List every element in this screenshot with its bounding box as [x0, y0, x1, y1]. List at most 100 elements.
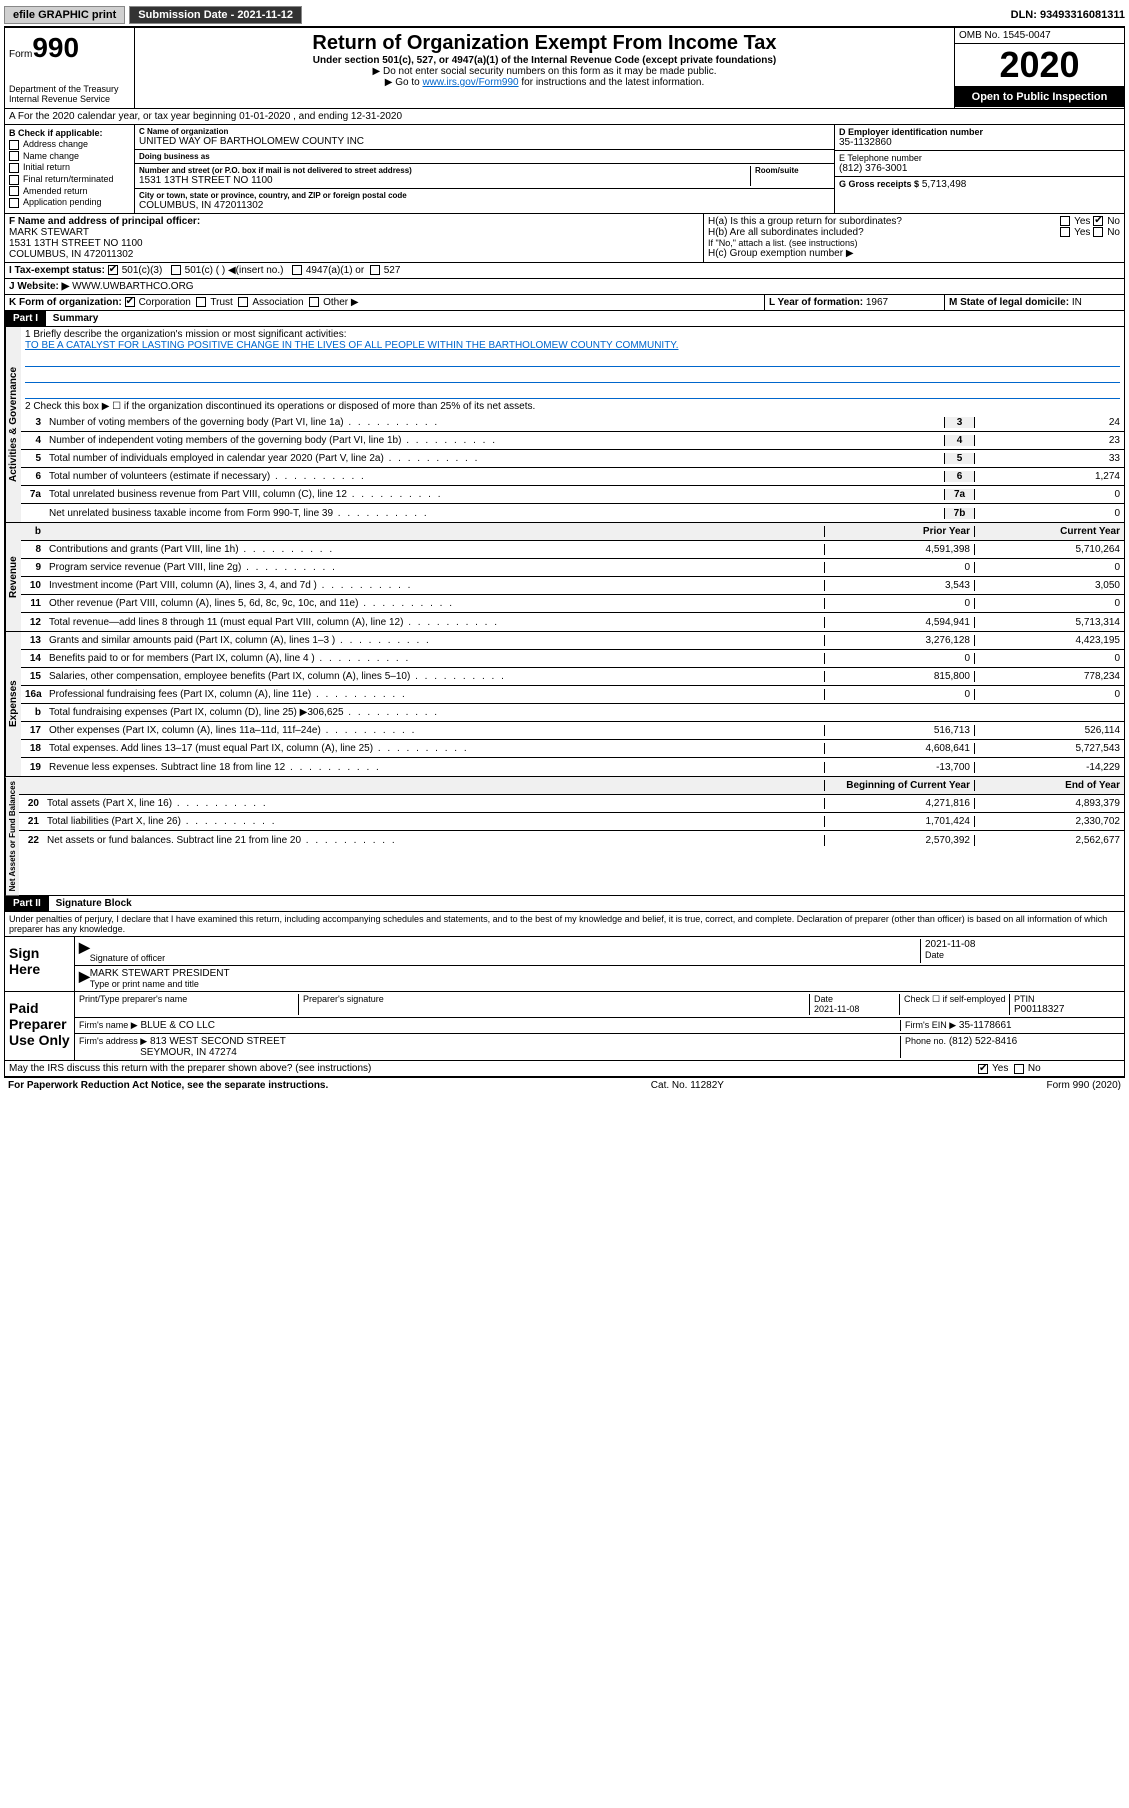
section-bcd: B Check if applicable: Address change Na… — [4, 125, 1125, 214]
checkbox-initial[interactable] — [9, 163, 19, 173]
table-row: 8Contributions and grants (Part VIII, li… — [21, 541, 1124, 559]
end-year-hdr: End of Year — [974, 780, 1124, 791]
part1-title: Summary — [49, 311, 103, 326]
type-label: Type or print name and title — [90, 979, 1120, 989]
ha-yes[interactable] — [1060, 216, 1070, 226]
checkbox-amended[interactable] — [9, 186, 19, 196]
topbar: efile GRAPHIC print Submission Date - 20… — [4, 4, 1125, 27]
year-formation: 1967 — [866, 297, 888, 308]
part2-title: Signature Block — [52, 896, 136, 911]
part2-header: Part II — [5, 896, 49, 911]
sig-officer-label: Signature of officer — [90, 953, 920, 963]
prior-year-hdr: Prior Year — [824, 526, 974, 537]
form-header: Form990 Department of the Treasury Inter… — [4, 27, 1125, 109]
table-row: 21Total liabilities (Part X, line 26)1,7… — [19, 813, 1124, 831]
table-row: 22Net assets or fund balances. Subtract … — [19, 831, 1124, 849]
cb-501c[interactable] — [171, 265, 181, 275]
dln-label: DLN: 93493316081311 — [1011, 9, 1125, 21]
checkbox-final[interactable] — [9, 175, 19, 185]
cb-trust[interactable] — [196, 297, 206, 307]
hc-label: H(c) Group exemption number ▶ — [708, 248, 1120, 259]
cb-corp[interactable] — [125, 297, 135, 307]
efile-button[interactable]: efile GRAPHIC print — [4, 6, 125, 24]
discuss-no[interactable] — [1014, 1064, 1024, 1074]
dba-label: Doing business as — [139, 152, 830, 161]
cb-501c3[interactable] — [108, 265, 118, 275]
row-j-website: J Website: ▶ WWW.UWBARTHCO.ORG — [4, 279, 1125, 295]
website-value: WWW.UWBARTHCO.ORG — [72, 281, 193, 292]
firm-name: BLUE & CO LLC — [140, 1020, 214, 1031]
revenue-section: Revenue bPrior YearCurrent Year 8Contrib… — [4, 523, 1125, 632]
col-b-checkboxes: B Check if applicable: Address change Na… — [5, 125, 135, 213]
instr-1: ▶ Do not enter social security numbers o… — [139, 66, 950, 77]
org-name-label: C Name of organization — [139, 127, 830, 136]
table-row: 3Number of voting members of the governi… — [21, 414, 1124, 432]
prep-sig-label: Preparer's signature — [299, 994, 810, 1015]
checkbox-name[interactable] — [9, 151, 19, 161]
perjury-text: Under penalties of perjury, I declare th… — [4, 912, 1125, 937]
expenses-section: Expenses 13Grants and similar amounts pa… — [4, 632, 1125, 777]
row-k-form-org: K Form of organization: Corporation Trus… — [4, 295, 1125, 311]
hb-label: H(b) Are all subordinates included? — [708, 227, 864, 238]
table-row: 7aTotal unrelated business revenue from … — [21, 486, 1124, 504]
sig-date: 2021-11-08 — [925, 939, 1120, 950]
firm-addr1: 813 WEST SECOND STREET — [150, 1036, 286, 1047]
ha-no[interactable] — [1093, 216, 1103, 226]
cb-assoc[interactable] — [238, 297, 248, 307]
sign-here-label: Sign Here — [5, 937, 75, 991]
cb-527[interactable] — [370, 265, 380, 275]
state-domicile: IN — [1072, 297, 1082, 308]
table-row: 10Investment income (Part VIII, column (… — [21, 577, 1124, 595]
ha-label: H(a) Is this a group return for subordin… — [708, 216, 902, 227]
footer-right: Form 990 (2020) — [1047, 1080, 1121, 1091]
inspection-label: Open to Public Inspection — [955, 87, 1124, 107]
table-row: 14Benefits paid to or for members (Part … — [21, 650, 1124, 668]
org-name: UNITED WAY OF BARTHOLOMEW COUNTY INC — [139, 136, 830, 147]
footer-center: Cat. No. 11282Y — [651, 1080, 724, 1091]
officer-name: MARK STEWART — [9, 227, 699, 238]
officer-addr2: COLUMBUS, IN 472011302 — [9, 249, 699, 260]
form-title: Return of Organization Exempt From Incom… — [139, 32, 950, 55]
form-subtitle: Under section 501(c), 527, or 4947(a)(1)… — [139, 55, 950, 66]
city-label: City or town, state or province, country… — [139, 191, 830, 200]
table-row: 6Total number of volunteers (estimate if… — [21, 468, 1124, 486]
governance-section: Activities & Governance 1 Briefly descri… — [4, 327, 1125, 523]
officer-printed-name: MARK STEWART PRESIDENT — [90, 968, 1120, 979]
begin-year-hdr: Beginning of Current Year — [824, 780, 974, 791]
street-value: 1531 13TH STREET NO 1100 — [139, 175, 750, 186]
discuss-yes[interactable] — [978, 1064, 988, 1074]
hb-no[interactable] — [1093, 227, 1103, 237]
irs-link[interactable]: www.irs.gov/Form990 — [422, 77, 518, 88]
table-row: 19Revenue less expenses. Subtract line 1… — [21, 758, 1124, 776]
firm-ein: 35-1178661 — [959, 1020, 1012, 1031]
table-row: 20Total assets (Part X, line 16)4,271,81… — [19, 795, 1124, 813]
mission-text: TO BE A CATALYST FOR LASTING POSITIVE CH… — [25, 340, 1120, 351]
paid-prep-label: Paid Preparer Use Only — [5, 992, 75, 1060]
exp-vert-label: Expenses — [5, 632, 21, 776]
firm-addr2: SEYMOUR, IN 47274 — [140, 1047, 237, 1058]
instr-2: ▶ Go to www.irs.gov/Form990 for instruct… — [139, 77, 950, 88]
checkbox-pending[interactable] — [9, 198, 19, 208]
checkbox-address[interactable] — [9, 140, 19, 150]
prep-date: 2021-11-08 — [814, 1004, 899, 1014]
table-row: 4Number of independent voting members of… — [21, 432, 1124, 450]
table-row: 11Other revenue (Part VIII, column (A), … — [21, 595, 1124, 613]
tax-year: 2020 — [955, 44, 1124, 87]
cb-4947[interactable] — [292, 265, 302, 275]
phone-label: E Telephone number — [839, 153, 1120, 163]
phone-value: (812) 376-3001 — [839, 163, 1120, 174]
hb-yes[interactable] — [1060, 227, 1070, 237]
row-a-tax-year: A For the 2020 calendar year, or tax yea… — [4, 109, 1125, 125]
cb-other[interactable] — [309, 297, 319, 307]
hb-note: If "No," attach a list. (see instruction… — [708, 238, 1120, 248]
table-row: bTotal fundraising expenses (Part IX, co… — [21, 704, 1124, 722]
ein-label: D Employer identification number — [839, 127, 1120, 137]
check-self-emp: Check ☐ if self-employed — [900, 994, 1010, 1015]
officer-addr1: 1531 13TH STREET NO 1100 — [9, 238, 699, 249]
street-label: Number and street (or P.O. box if mail i… — [139, 166, 750, 175]
prep-name-label: Print/Type preparer's name — [79, 994, 299, 1015]
city-value: COLUMBUS, IN 472011302 — [139, 200, 830, 211]
submission-date-button[interactable]: Submission Date - 2021-11-12 — [129, 6, 302, 24]
table-row: 5Total number of individuals employed in… — [21, 450, 1124, 468]
dept-label: Department of the Treasury — [9, 84, 130, 94]
